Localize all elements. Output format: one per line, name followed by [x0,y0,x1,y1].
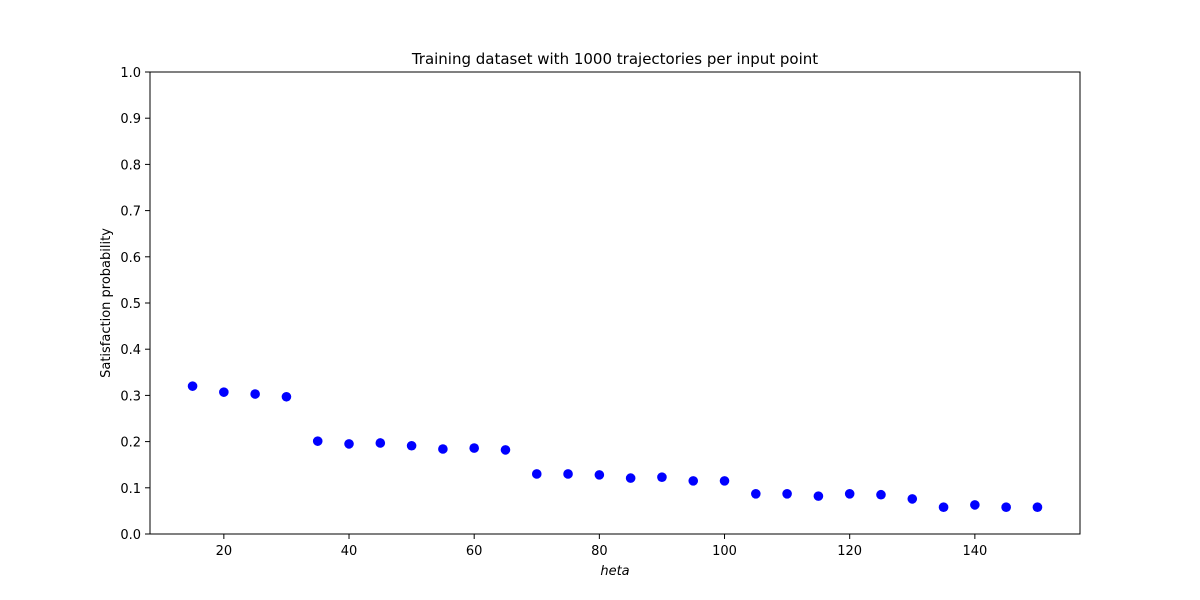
x-tick-label: 40 [341,544,358,559]
data-point [312,436,323,446]
x-tick-label: 60 [466,544,483,559]
data-point [844,489,855,499]
data-point [970,500,980,510]
data-point [187,381,198,391]
data-point [469,443,479,453]
y-axis: 0.0 0.1 0.2 0.3 0.4 0.5 0.6 0.7 0.8 0.9 1.0 [120,66,150,543]
y-tick-label: 0.9 [120,112,141,127]
data-point [657,472,667,482]
x-tick-label: 120 [837,544,862,559]
x-tick-label: 140 [962,544,987,559]
data-point [876,489,886,500]
data-point [813,491,824,501]
y-axis-label: Satisfaction probability [99,228,114,378]
data-point [531,469,542,479]
data-point [1001,502,1011,513]
data-point [751,489,761,499]
y-tick-label: 0.0 [120,528,141,543]
x-tick-label: 80 [591,544,608,559]
data-point [1032,502,1043,513]
y-tick-label: 0.6 [120,251,141,266]
y-tick-label: 0.1 [120,482,141,497]
y-tick-label: 0.4 [120,343,141,358]
x-axis-label: heta [600,564,629,579]
chart-title: Training dataset with 1000 trajectories … [411,50,818,68]
plot-area-frame [149,71,1081,535]
data-point [563,469,573,479]
x-tick-label: 100 [712,544,737,559]
data-point [250,389,260,399]
data-point [406,440,417,451]
x-axis: 20 40 60 80 100 120 140 [216,534,987,559]
data-points [187,381,1043,513]
data-point [782,489,792,499]
data-point [688,476,699,486]
data-point [500,445,511,455]
y-tick-label: 1.0 [120,66,141,81]
data-point [719,476,730,486]
data-point [938,502,949,513]
y-tick-label: 0.3 [120,389,141,404]
y-tick-label: 0.5 [120,297,141,312]
data-point [907,494,918,504]
x-tick-label: 20 [216,544,233,559]
data-point [375,438,386,448]
data-point [344,439,354,449]
data-point [625,473,636,483]
data-point [281,391,292,402]
data-point [594,470,605,480]
y-tick-label: 0.2 [120,436,141,451]
y-tick-label: 0.8 [120,158,141,173]
y-tick-label: 0.7 [120,205,141,220]
data-point [219,387,229,397]
data-point [438,444,448,454]
